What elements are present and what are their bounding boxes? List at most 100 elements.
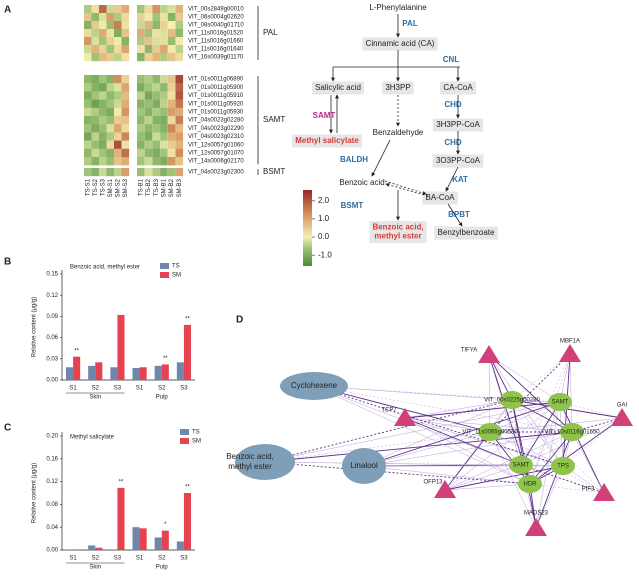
heat-cell bbox=[144, 148, 153, 158]
bar bbox=[88, 365, 96, 380]
enzyme-label: CHD bbox=[444, 138, 462, 147]
heat-cell bbox=[106, 107, 115, 117]
network-edge bbox=[488, 354, 491, 433]
group-label: SAMT bbox=[263, 115, 285, 124]
network-edge bbox=[404, 417, 564, 467]
heat-cell bbox=[152, 83, 160, 92]
pathway-node: 3H3PP-CoA bbox=[432, 118, 484, 132]
tf-label: TCP7 bbox=[381, 408, 397, 414]
heat-cell bbox=[99, 53, 107, 62]
network-edge bbox=[444, 431, 573, 491]
heat-cell bbox=[175, 107, 184, 117]
heat-cell bbox=[167, 83, 176, 92]
bar bbox=[65, 549, 74, 550]
heat-cell bbox=[114, 99, 122, 108]
significance: ** bbox=[185, 485, 190, 491]
gene-label: VIT_00s0225g00280 bbox=[484, 398, 540, 404]
tf-label: OFP13 bbox=[423, 480, 443, 486]
network-edge bbox=[313, 385, 573, 433]
node-box bbox=[312, 81, 364, 95]
heat-cell bbox=[121, 13, 130, 22]
heat-cell bbox=[152, 168, 160, 177]
heat-cell bbox=[121, 5, 130, 14]
chart-title: Methyl salicylate bbox=[70, 435, 115, 441]
heat-cell bbox=[121, 83, 130, 92]
chart-title: Benzoic acid, methyl ester bbox=[70, 265, 140, 271]
gene-label: VIT_11s0065g00530 bbox=[462, 430, 518, 436]
panel-label: C bbox=[4, 423, 11, 434]
metabolite-label: Linalool bbox=[350, 461, 378, 470]
bar bbox=[183, 324, 192, 380]
enzyme-label: KAT bbox=[452, 175, 468, 184]
heat-cell bbox=[121, 140, 130, 149]
heat-cell bbox=[144, 168, 153, 177]
network-edge bbox=[404, 401, 561, 419]
heat-cell bbox=[114, 140, 122, 149]
node-label: 3H3PP-CoA bbox=[436, 120, 480, 129]
gene-label: VIT_14s0006g02170 bbox=[188, 159, 244, 165]
column-label: TS-S2 bbox=[93, 178, 99, 196]
significance: * bbox=[164, 522, 167, 528]
heat-cell bbox=[91, 132, 100, 141]
heat-cell bbox=[160, 83, 168, 92]
pathway-node: Benzaldehyde bbox=[373, 128, 424, 137]
network-edge bbox=[313, 385, 531, 485]
heat-cell bbox=[160, 29, 168, 38]
node-label: methyl ester bbox=[374, 232, 421, 241]
network-edge bbox=[511, 399, 605, 494]
heat-cell bbox=[137, 116, 145, 125]
heat-cell bbox=[137, 157, 145, 166]
pathway-node: L-Phenylalanine bbox=[369, 3, 427, 12]
network-edge bbox=[404, 417, 531, 485]
heat-cell bbox=[91, 168, 100, 177]
heat-cell bbox=[114, 157, 122, 166]
heat-cell bbox=[167, 107, 176, 117]
heat-cell bbox=[99, 99, 107, 108]
network-edge bbox=[520, 417, 623, 466]
x-tick-label: S2 bbox=[92, 556, 100, 562]
heat-cell bbox=[91, 124, 100, 133]
heat-cell bbox=[167, 168, 176, 177]
group-label: Skin bbox=[89, 395, 101, 401]
heat-cell bbox=[91, 116, 100, 125]
node-label: Cinnamic acid (CA) bbox=[366, 39, 435, 48]
heat-cell bbox=[152, 132, 160, 141]
heat-cell bbox=[121, 124, 130, 133]
node-box bbox=[382, 81, 414, 95]
heat-cell bbox=[106, 91, 115, 100]
gene-label: VIT_00s2849g00010 bbox=[188, 7, 244, 13]
heat-cell bbox=[121, 132, 130, 141]
node-box bbox=[432, 154, 484, 168]
heat-cell bbox=[91, 107, 100, 117]
panel-label: D bbox=[236, 315, 243, 326]
heat-cell bbox=[121, 116, 130, 125]
pathway-node: 3H3PP bbox=[382, 81, 414, 95]
gene-node bbox=[478, 423, 502, 441]
network-edge bbox=[529, 483, 605, 494]
y-tick-label: 0.20 bbox=[46, 434, 58, 440]
heat-cell bbox=[99, 148, 107, 158]
tf-node bbox=[611, 408, 633, 426]
x-tick-label: S2 bbox=[158, 386, 166, 392]
heat-cell bbox=[144, 157, 153, 166]
gene-label: VIT_16s0039g01170 bbox=[188, 55, 244, 61]
network-edge bbox=[363, 431, 573, 467]
network-edge bbox=[313, 385, 564, 467]
gene-label: VIT_06s0004g02620 bbox=[188, 15, 244, 21]
heat-cell bbox=[121, 53, 130, 62]
heat-cell bbox=[144, 83, 153, 92]
bar bbox=[161, 530, 169, 550]
node-label: Methyl salicylate bbox=[295, 136, 359, 145]
node-label: Benzoic acid, bbox=[372, 223, 423, 232]
heat-cell bbox=[160, 99, 168, 108]
heat-cell bbox=[175, 116, 184, 125]
network-edge bbox=[489, 431, 531, 485]
heat-cell bbox=[106, 45, 115, 54]
heat-cell bbox=[121, 21, 130, 30]
bar bbox=[139, 528, 147, 550]
metabolite-node bbox=[235, 444, 295, 480]
network-edge bbox=[404, 399, 513, 419]
network-edge bbox=[488, 354, 561, 403]
column-label: TS-B1 bbox=[138, 178, 144, 196]
pathway-arrow bbox=[447, 203, 463, 227]
